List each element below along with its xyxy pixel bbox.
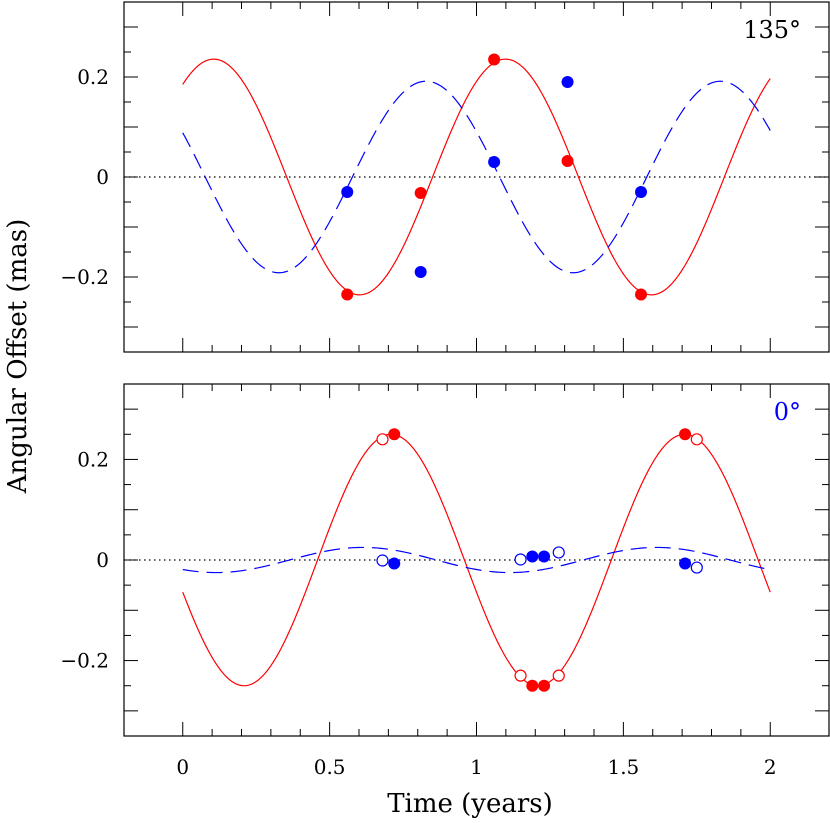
panel-angle-label: 0° [774, 398, 801, 426]
x-tick-label: 1 [470, 755, 483, 779]
red-solid-curve [182, 58, 771, 296]
blue-open-point [514, 553, 527, 566]
red-filled-point [414, 187, 427, 199]
y-tick-label: −0.2 [60, 649, 109, 673]
y-tick-label: −0.2 [60, 265, 109, 289]
y-tick-label: 0 [96, 165, 109, 189]
red-open-point [514, 669, 527, 682]
red-filled-point [488, 53, 501, 66]
blue-filled-point [635, 186, 647, 198]
y-tick-label: 0 [96, 548, 109, 572]
red-filled-point [538, 679, 551, 692]
blue-open-point [552, 546, 565, 559]
y-tick-label: 0.2 [77, 65, 109, 89]
red-open-point [376, 433, 389, 446]
blue-filled-point [679, 557, 692, 570]
blue-filled-point [538, 550, 551, 563]
red-filled-point [561, 155, 574, 167]
blue-dashed-curve [182, 546, 771, 574]
blue-filled-point [526, 550, 539, 563]
panel-angle-label: 135° [743, 16, 801, 44]
red-filled-point [679, 428, 692, 441]
x-tick-label: 0 [176, 755, 189, 779]
red-filled-point [635, 288, 647, 301]
panel-135-degrees: −0.2 0 0.2 135° [60, 1, 830, 353]
x-tick-label: 0.5 [314, 755, 346, 779]
x-tick-label: 1.5 [607, 755, 639, 779]
blue-filled-point [561, 76, 574, 88]
red-filled-point [388, 428, 401, 441]
red-solid-curve [182, 433, 771, 687]
blue-dashed-curve [182, 80, 771, 274]
red-filled-point [341, 288, 354, 301]
blue-filled-point [388, 557, 401, 570]
y-tick-label: 0.2 [77, 447, 109, 471]
y-axis-title: Angular Offset (mas) [3, 219, 33, 494]
x-tick-label: 2 [764, 755, 777, 779]
x-axis-title: Time (years) [387, 789, 553, 819]
red-open-point [552, 669, 565, 682]
blue-open-point [376, 554, 389, 567]
blue-filled-point [341, 186, 354, 198]
red-filled-point [526, 679, 539, 692]
blue-filled-point [414, 266, 427, 278]
blue-filled-point [488, 156, 501, 168]
panel-0-degrees: −0.2 0 0.2 0 0.5 1 1.5 2 0° [60, 383, 830, 779]
blue-open-point [690, 561, 703, 574]
red-open-point [690, 433, 703, 446]
